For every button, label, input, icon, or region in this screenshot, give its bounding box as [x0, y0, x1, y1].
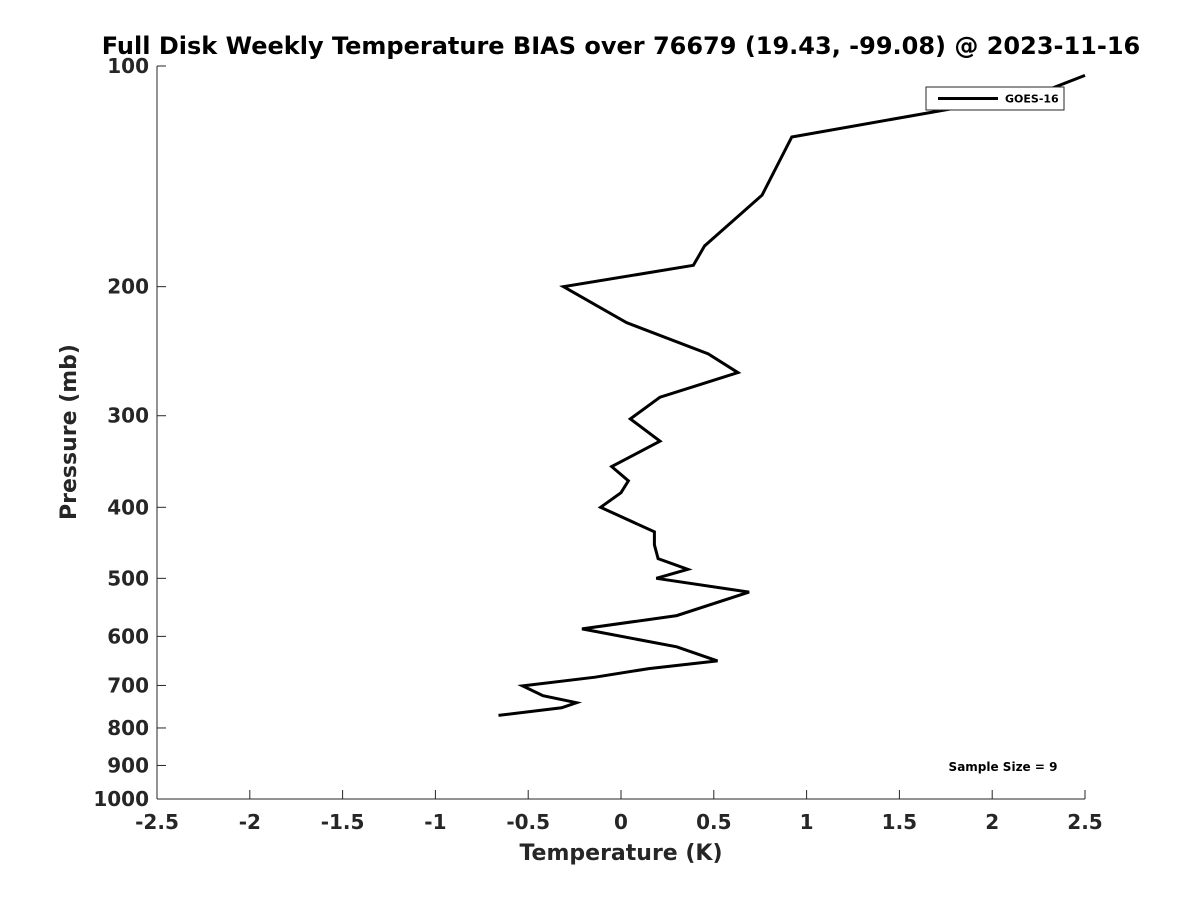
x-tick-label: 1 — [800, 810, 814, 834]
y-tick-label: 400 — [107, 495, 149, 519]
x-tick-label: -2 — [239, 810, 261, 834]
legend: GOES-16 — [925, 86, 1065, 111]
y-tick-label: 200 — [107, 275, 149, 299]
x-tick-label: -0.5 — [506, 810, 550, 834]
x-tick-label: -1.5 — [321, 810, 365, 834]
y-axis-label: Pressure (mb) — [57, 344, 82, 520]
x-axis-ticks: -2.5 -2 -1.5 -1 -0.5 0 0.5 1 1.5 2 2.5 — [135, 790, 1103, 834]
x-tick-label: -1 — [424, 810, 446, 834]
plot-background — [157, 66, 1085, 799]
sample-size-annotation: Sample Size = 9 — [949, 760, 1058, 774]
y-tick-label: 600 — [107, 624, 149, 648]
y-tick-label: 900 — [107, 753, 149, 777]
y-tick-label: 700 — [107, 673, 149, 697]
x-tick-label: 0.5 — [696, 810, 731, 834]
chart-title: Full Disk Weekly Temperature BIAS over 7… — [102, 32, 1141, 60]
y-tick-label: 1000 — [93, 787, 149, 811]
x-tick-label: -2.5 — [135, 810, 179, 834]
y-tick-label: 100 — [107, 54, 149, 78]
y-tick-label: 800 — [107, 716, 149, 740]
plot-area — [156, 66, 1085, 800]
x-tick-label: 1.5 — [882, 810, 917, 834]
x-tick-label: 2 — [985, 810, 999, 834]
series-line-goes-16 — [498, 74, 1086, 717]
legend-label-goes-16: GOES-16 — [1005, 93, 1059, 106]
x-tick-label: 0 — [614, 810, 628, 834]
y-axis-ticks: 100 200 300 400 500 600 700 800 900 1000 — [93, 54, 166, 811]
y-tick-label: 500 — [107, 566, 149, 590]
x-tick-label: 2.5 — [1067, 810, 1102, 834]
x-axis-label: Temperature (K) — [519, 841, 722, 866]
y-tick-label: 300 — [107, 404, 149, 428]
